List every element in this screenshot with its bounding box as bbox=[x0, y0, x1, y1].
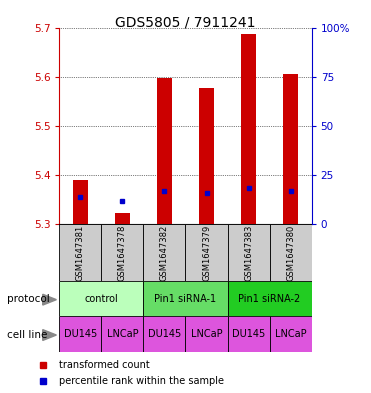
Text: percentile rank within the sample: percentile rank within the sample bbox=[59, 376, 224, 386]
Text: GSM1647379: GSM1647379 bbox=[202, 224, 211, 281]
Text: LNCaP: LNCaP bbox=[191, 329, 222, 339]
Text: control: control bbox=[85, 294, 118, 304]
Text: GSM1647383: GSM1647383 bbox=[244, 224, 253, 281]
Bar bbox=[186, 316, 227, 352]
Bar bbox=[227, 281, 312, 316]
Bar bbox=[101, 224, 144, 281]
Text: DU145: DU145 bbox=[232, 329, 265, 339]
Bar bbox=[59, 281, 144, 316]
Bar bbox=[270, 316, 312, 352]
Bar bbox=[227, 224, 270, 281]
Bar bbox=[101, 316, 144, 352]
Bar bbox=[283, 74, 298, 224]
Bar bbox=[59, 224, 101, 281]
Bar bbox=[157, 78, 172, 224]
Text: Pin1 siRNA-2: Pin1 siRNA-2 bbox=[239, 294, 301, 304]
Polygon shape bbox=[43, 294, 56, 305]
Bar bbox=[186, 224, 227, 281]
Polygon shape bbox=[43, 330, 56, 340]
Text: GSM1647380: GSM1647380 bbox=[286, 224, 295, 281]
Text: DU145: DU145 bbox=[148, 329, 181, 339]
Text: LNCaP: LNCaP bbox=[106, 329, 138, 339]
Text: DU145: DU145 bbox=[64, 329, 97, 339]
Bar bbox=[241, 34, 256, 224]
Bar bbox=[199, 88, 214, 224]
Bar bbox=[144, 224, 186, 281]
Text: GSM1647382: GSM1647382 bbox=[160, 224, 169, 281]
Text: GSM1647381: GSM1647381 bbox=[76, 224, 85, 281]
Text: GDS5805 / 7911241: GDS5805 / 7911241 bbox=[115, 16, 256, 30]
Bar bbox=[144, 316, 186, 352]
Bar bbox=[144, 281, 227, 316]
Text: cell line: cell line bbox=[7, 330, 48, 340]
Text: protocol: protocol bbox=[7, 294, 50, 305]
Text: transformed count: transformed count bbox=[59, 360, 150, 370]
Text: LNCaP: LNCaP bbox=[275, 329, 306, 339]
Bar bbox=[73, 180, 88, 224]
Text: Pin1 siRNA-1: Pin1 siRNA-1 bbox=[154, 294, 217, 304]
Bar bbox=[59, 316, 101, 352]
Bar bbox=[115, 213, 130, 224]
Text: GSM1647378: GSM1647378 bbox=[118, 224, 127, 281]
Bar bbox=[270, 224, 312, 281]
Bar bbox=[227, 316, 270, 352]
